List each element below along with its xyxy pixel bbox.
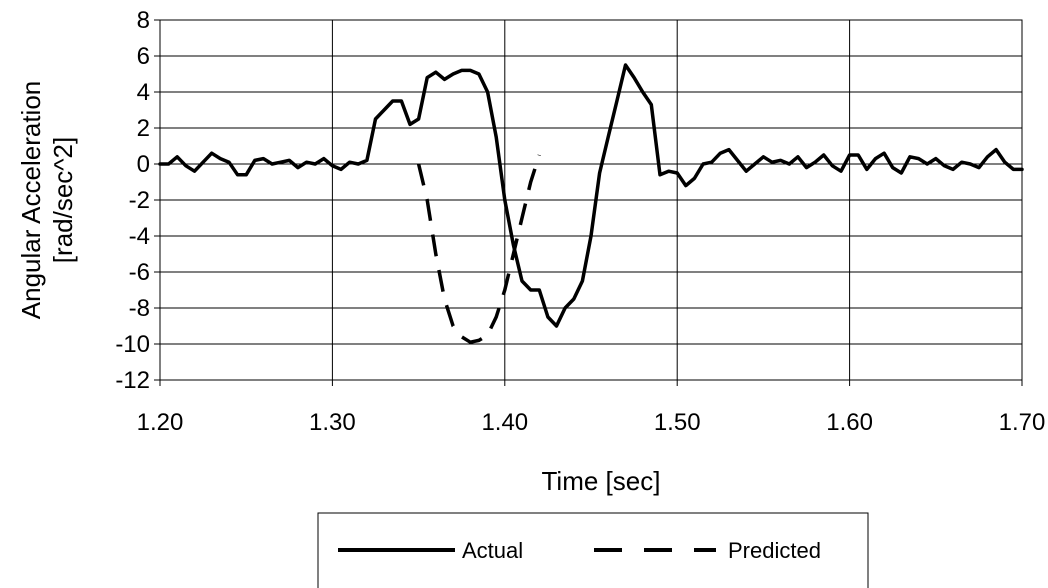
y-tick-label: 0 [137, 151, 150, 178]
series-line-actual [158, 63, 1024, 328]
y-tick-label: -4 [129, 223, 150, 250]
x-tick-labels: 1.20 1.30 1.40 1.50 1.60 1.70 [137, 409, 1046, 436]
x-tick-label: 1.20 [137, 409, 184, 436]
y-tick-label: -6 [129, 259, 150, 286]
plot-frame [159, 19, 1023, 381]
y-tick-label: 6 [137, 43, 150, 70]
y-axis-title-line2: [rad/sec^2] [48, 137, 78, 263]
y-tick-label: -12 [115, 367, 150, 394]
legend-label-actual: Actual [462, 538, 523, 563]
y-tick-label: 4 [137, 79, 150, 106]
x-axis-title: Time [sec] [542, 466, 661, 496]
legend: Actual Predicted [317, 512, 869, 588]
x-tick-label: 1.50 [654, 409, 701, 436]
series-layer [158, 63, 1024, 344]
y-tick-label: -10 [115, 331, 150, 358]
x-tick-label: 1.70 [999, 409, 1046, 436]
y-tick-label: 8 [137, 7, 150, 34]
x-tick-label: 1.60 [826, 409, 873, 436]
y-tick-label: 2 [137, 115, 150, 142]
series-line-predicted [416, 154, 541, 344]
y-tick-labels: 8 6 4 2 0 -2 -4 -6 -8 -10 -12 [115, 7, 150, 394]
y-tick-label: -2 [129, 187, 150, 214]
legend-label-predicted: Predicted [728, 538, 821, 563]
y-axis-title-line1: Angular Acceleration [16, 81, 46, 319]
y-tick-label: -8 [129, 295, 150, 322]
x-tick-label: 1.30 [309, 409, 356, 436]
x-tick-label: 1.40 [481, 409, 528, 436]
